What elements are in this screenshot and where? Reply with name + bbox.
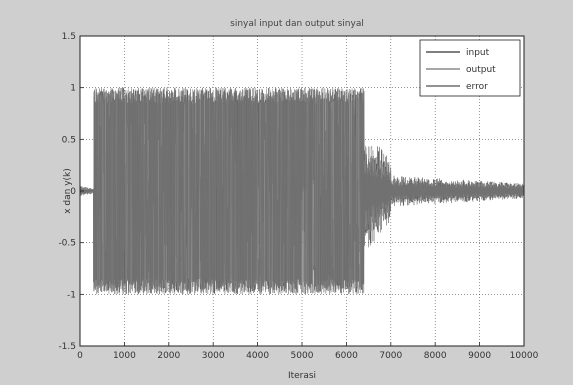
x-tick-label: 10000 [510, 351, 539, 361]
y-tick-label: -0.5 [58, 239, 76, 249]
x-tick-labels: 0 1000 2000 3000 4000 5000 6000 7000 8000 9000 100… [77, 342, 539, 361]
x-axis-label: Iterasi [288, 371, 316, 381]
legend: input output error [419, 39, 521, 97]
x-tick-label: 9000 [468, 351, 491, 361]
x-tick-label: 8000 [424, 351, 447, 361]
y-tick-labels: -1.5 -1 -0.5 0 0.5 1 1.5 [58, 32, 84, 352]
y-tick-label: 0 [70, 187, 76, 197]
chart-title: sinyal input dan output sinyal [230, 19, 364, 29]
y-tick-label: 1 [70, 84, 76, 94]
x-tick-label: 2000 [157, 351, 180, 361]
legend-label-output: output [466, 65, 496, 75]
series-line-error [79, 87, 525, 295]
x-tick-label: 6000 [335, 351, 358, 361]
x-tick-label: 7000 [379, 351, 402, 361]
legend-label-input: input [466, 48, 490, 58]
y-tick-label: -1 [67, 290, 76, 300]
x-tick-label: 3000 [202, 351, 225, 361]
legend-label-error: error [466, 82, 488, 92]
y-tick-label: 1.5 [62, 32, 76, 42]
y-tick-label: 0.5 [62, 135, 76, 145]
y-tick-label: -1.5 [58, 342, 76, 352]
x-tick-label: 4000 [246, 351, 269, 361]
x-tick-label: 5000 [291, 351, 314, 361]
y-axis-label: x dan y(k) [63, 168, 73, 214]
x-tick-label: 0 [77, 351, 83, 361]
x-tick-label: 1000 [113, 351, 136, 361]
series-lines [79, 87, 525, 295]
